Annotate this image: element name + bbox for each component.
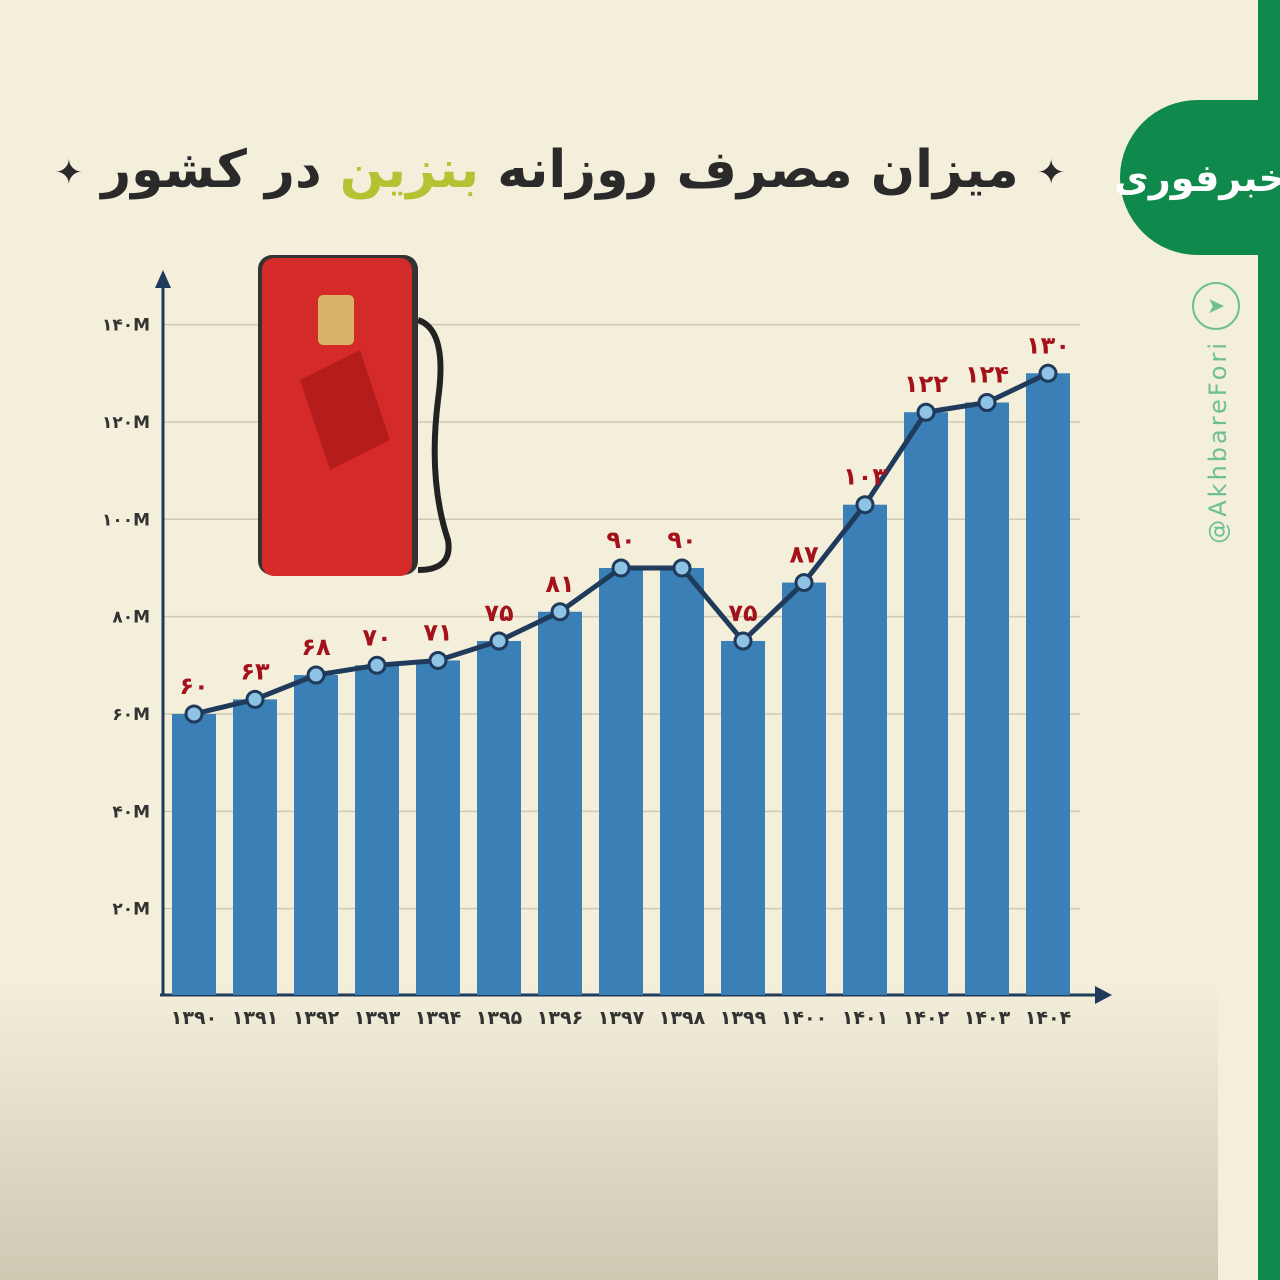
y-tick-label: ۱۰۰M xyxy=(102,510,150,530)
x-tick-label: ۱۳۹۴ xyxy=(415,1007,461,1029)
line-marker xyxy=(733,631,753,651)
data-label: ۷۵ xyxy=(728,599,757,627)
x-axis-arrow xyxy=(1095,986,1112,1004)
background-photo-fade xyxy=(0,980,1280,1280)
bar xyxy=(416,660,460,995)
bar xyxy=(782,582,826,995)
x-tick-label: ۱۴۰۴ xyxy=(1025,1007,1071,1029)
line-marker xyxy=(489,631,509,651)
line-marker xyxy=(794,573,814,593)
x-tick-label: ۱۳۹۲ xyxy=(293,1007,340,1029)
data-label: ۱۰۳ xyxy=(843,463,887,491)
data-label: ۱۳۰ xyxy=(1026,331,1070,359)
bar xyxy=(538,611,582,995)
x-tick-label: ۱۴۰۱ xyxy=(842,1007,888,1029)
data-label: ۶۸ xyxy=(301,633,331,661)
y-tick-label: ۸۰M xyxy=(112,608,150,628)
x-tick-label: ۱۴۰۳ xyxy=(964,1007,1011,1029)
data-label: ۱۲۴ xyxy=(965,360,1009,388)
data-label: ۷۱ xyxy=(423,618,452,646)
bar xyxy=(965,402,1009,995)
line-marker xyxy=(855,495,875,515)
data-label: ۶۳ xyxy=(240,657,270,685)
star-icon: ✦ xyxy=(54,153,84,193)
page-title: ✦ میزان مصرف روزانه بنزین در کشور ✦ xyxy=(30,140,1090,200)
bar xyxy=(294,675,338,995)
data-label: ۹۰ xyxy=(667,526,696,554)
bar xyxy=(904,412,948,995)
y-tick-label: ۱۴۰M xyxy=(102,316,150,336)
x-tick-label: ۱۳۹۸ xyxy=(659,1007,706,1029)
bar xyxy=(660,567,704,995)
data-label: ۸۱ xyxy=(545,570,574,598)
bar xyxy=(172,713,216,995)
title-highlight: بنزین xyxy=(339,140,480,200)
star-icon: ✦ xyxy=(1036,153,1066,193)
x-tick-label: ۱۳۹۹ xyxy=(720,1007,767,1029)
line-marker xyxy=(1038,363,1058,383)
bar xyxy=(843,504,887,995)
x-tick-label: ۱۴۰۰ xyxy=(781,1007,827,1029)
line-marker xyxy=(245,689,265,709)
y-tick-label: ۴۰M xyxy=(112,802,150,822)
data-label: ۷۵ xyxy=(484,599,513,627)
paper-plane-icon[interactable]: ➤ xyxy=(1192,282,1240,330)
x-tick-label: ۱۳۹۱ xyxy=(232,1007,278,1029)
x-tick-label: ۱۳۹۷ xyxy=(598,1007,645,1029)
line-marker xyxy=(916,402,936,422)
line-marker xyxy=(611,558,631,578)
line-marker xyxy=(672,558,692,578)
x-tick-label: ۱۳۹۵ xyxy=(476,1007,523,1029)
bar xyxy=(355,665,399,995)
y-tick-label: ۶۰M xyxy=(112,705,150,725)
line-marker xyxy=(550,602,570,622)
bar xyxy=(233,699,277,995)
line-marker xyxy=(428,650,448,670)
y-tick-label: ۱۲۰M xyxy=(102,413,150,433)
x-tick-label: ۱۳۹۶ xyxy=(537,1007,583,1029)
data-label: ۷۰ xyxy=(362,623,391,651)
x-tick-label: ۱۳۹۳ xyxy=(354,1007,401,1029)
title-after: در کشور xyxy=(101,140,340,200)
brand-logo: خبرفوری xyxy=(1114,100,1280,255)
bar xyxy=(477,640,521,995)
title-before: میزان مصرف روزانه xyxy=(479,140,1019,200)
data-label: ۱۲۲ xyxy=(904,370,948,398)
x-tick-label: ۱۴۰۲ xyxy=(903,1007,950,1029)
data-label: ۸۷ xyxy=(789,541,819,569)
bar xyxy=(599,567,643,995)
y-axis-arrow xyxy=(155,270,171,288)
line-marker xyxy=(184,704,204,724)
fuel-card-image xyxy=(258,255,452,576)
line-marker xyxy=(977,392,997,412)
line-marker xyxy=(306,665,326,685)
data-label: ۶۰ xyxy=(179,672,208,700)
bar xyxy=(721,640,765,995)
y-tick-label: ۲۰M xyxy=(112,900,150,920)
data-label: ۹۰ xyxy=(606,526,635,554)
bar xyxy=(1026,373,1070,995)
x-tick-label: ۱۳۹۰ xyxy=(171,1007,217,1029)
line-marker xyxy=(367,655,387,675)
